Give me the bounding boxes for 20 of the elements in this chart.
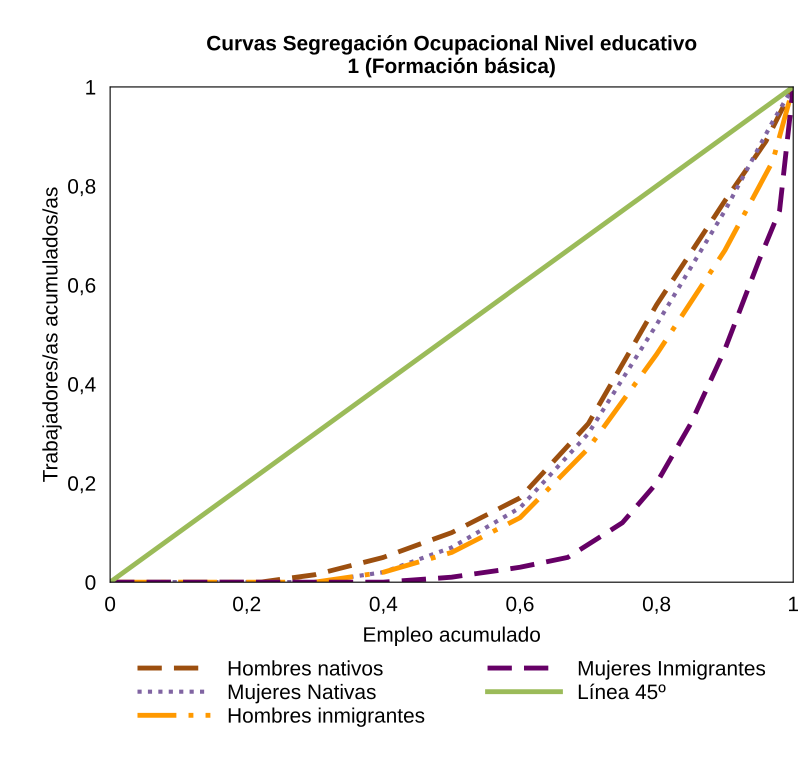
y-tick-label: 0,4 <box>68 377 96 394</box>
y-tick-label: 0 <box>85 575 96 590</box>
x-tick-label: 0,4 <box>370 596 398 614</box>
y-tick-label: 0,6 <box>68 278 96 296</box>
legend-label: Mujeres Nativas <box>228 684 376 704</box>
y-tick-label: 0,8 <box>68 178 96 196</box>
legend-label: Hombres nativos <box>228 660 383 676</box>
x-tick-label: 0 <box>105 596 116 612</box>
legend-label: Mujeres Inmigrantes <box>578 660 766 680</box>
y-tick-label: 0,2 <box>68 476 96 494</box>
y-tick-label: 1 <box>86 80 96 94</box>
x-tick-label: 0,2 <box>233 596 260 614</box>
x-tick-label: 0,6 <box>506 596 534 614</box>
legend-label: Línea 45º <box>578 684 666 700</box>
x-tick-label: 0,8 <box>642 596 670 614</box>
x-tick-label: 1 <box>789 596 798 612</box>
x-axis-title: Empleo acumulado <box>364 626 540 646</box>
legend-label: Hombres inmigrantes <box>228 707 424 727</box>
y-axis-title: Trabajadores/as acumulados/as <box>42 187 62 482</box>
chart-title: Curvas Segregación Ocupacional Nivel educativo 1 (Formación básica) <box>207 34 696 78</box>
